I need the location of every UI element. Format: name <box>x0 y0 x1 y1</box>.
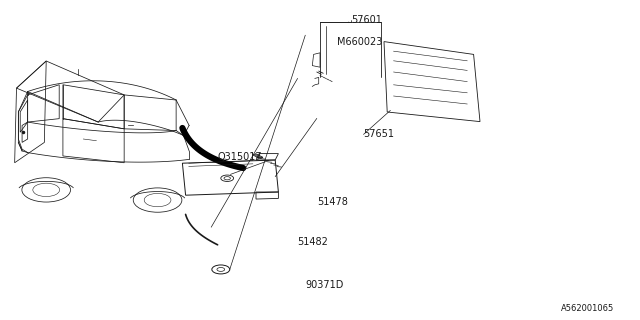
Text: Q315017: Q315017 <box>218 152 262 162</box>
Text: 57651: 57651 <box>364 129 394 140</box>
Text: 51478: 51478 <box>317 196 348 207</box>
Text: M660023: M660023 <box>337 36 383 47</box>
Text: 57601: 57601 <box>351 15 381 25</box>
Text: 90371D: 90371D <box>305 280 344 290</box>
Text: A562001065: A562001065 <box>561 304 614 313</box>
Text: 51482: 51482 <box>298 236 328 247</box>
